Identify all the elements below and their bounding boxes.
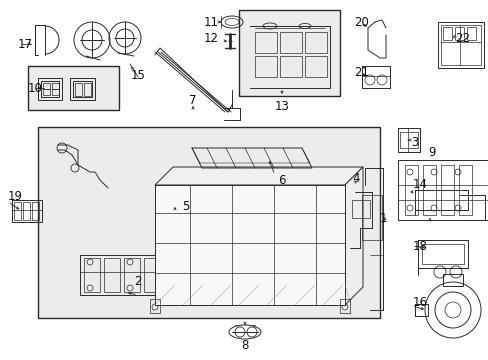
Text: 14: 14 bbox=[412, 177, 427, 190]
Bar bbox=[361, 195, 381, 240]
Polygon shape bbox=[155, 167, 362, 185]
Text: 20: 20 bbox=[353, 15, 368, 28]
Bar bbox=[414, 304, 427, 316]
Text: 18: 18 bbox=[412, 239, 427, 252]
Polygon shape bbox=[345, 167, 362, 305]
Bar bbox=[80, 255, 170, 295]
Bar bbox=[84, 83, 91, 96]
Bar bbox=[458, 165, 471, 215]
Bar bbox=[155, 185, 345, 305]
Bar bbox=[104, 258, 120, 292]
Bar bbox=[32, 202, 39, 220]
Text: 16: 16 bbox=[412, 297, 427, 310]
Bar bbox=[28, 66, 119, 110]
Text: 21: 21 bbox=[353, 66, 368, 78]
Text: 17: 17 bbox=[18, 37, 33, 50]
Bar bbox=[124, 258, 140, 292]
Bar bbox=[399, 132, 417, 148]
Text: 11: 11 bbox=[203, 15, 219, 28]
Bar bbox=[38, 127, 379, 318]
Text: 12: 12 bbox=[203, 31, 219, 45]
Bar bbox=[397, 160, 487, 220]
Text: 7: 7 bbox=[189, 94, 196, 107]
Bar bbox=[466, 27, 475, 40]
Text: 15: 15 bbox=[130, 69, 145, 82]
Bar bbox=[351, 200, 369, 218]
Text: 9: 9 bbox=[427, 145, 435, 158]
Bar bbox=[75, 83, 82, 96]
Bar bbox=[73, 81, 92, 97]
Bar bbox=[339, 299, 349, 313]
Bar bbox=[305, 56, 326, 77]
Bar bbox=[43, 83, 50, 89]
Bar bbox=[84, 258, 100, 292]
Bar bbox=[437, 22, 483, 68]
Text: 13: 13 bbox=[274, 100, 289, 113]
Bar bbox=[239, 10, 339, 96]
Bar bbox=[150, 299, 160, 313]
Bar bbox=[23, 202, 30, 220]
Bar bbox=[422, 165, 435, 215]
Bar bbox=[52, 83, 59, 89]
Text: 8: 8 bbox=[241, 339, 248, 352]
Text: 2: 2 bbox=[134, 275, 142, 288]
Text: 10: 10 bbox=[28, 81, 43, 94]
Bar bbox=[43, 89, 50, 95]
Bar bbox=[440, 25, 480, 65]
Bar bbox=[38, 78, 62, 100]
Text: 1: 1 bbox=[379, 211, 386, 225]
Text: 3: 3 bbox=[410, 135, 418, 148]
Bar bbox=[454, 27, 463, 40]
Bar bbox=[143, 258, 160, 292]
Bar bbox=[14, 202, 21, 220]
Bar bbox=[440, 165, 453, 215]
Text: 22: 22 bbox=[454, 31, 469, 45]
Bar bbox=[52, 89, 59, 95]
Text: 19: 19 bbox=[8, 189, 23, 202]
Bar bbox=[254, 32, 276, 53]
Bar bbox=[421, 244, 463, 264]
Bar bbox=[70, 78, 95, 100]
Bar bbox=[41, 81, 59, 97]
Bar bbox=[280, 56, 302, 77]
Bar bbox=[442, 274, 462, 286]
Text: 5: 5 bbox=[182, 201, 189, 213]
Text: 6: 6 bbox=[278, 174, 285, 186]
Bar bbox=[12, 200, 42, 222]
Bar bbox=[442, 27, 451, 40]
Bar bbox=[280, 32, 302, 53]
Bar bbox=[404, 165, 417, 215]
Text: 4: 4 bbox=[351, 171, 359, 184]
Bar bbox=[305, 32, 326, 53]
Bar bbox=[254, 56, 276, 77]
